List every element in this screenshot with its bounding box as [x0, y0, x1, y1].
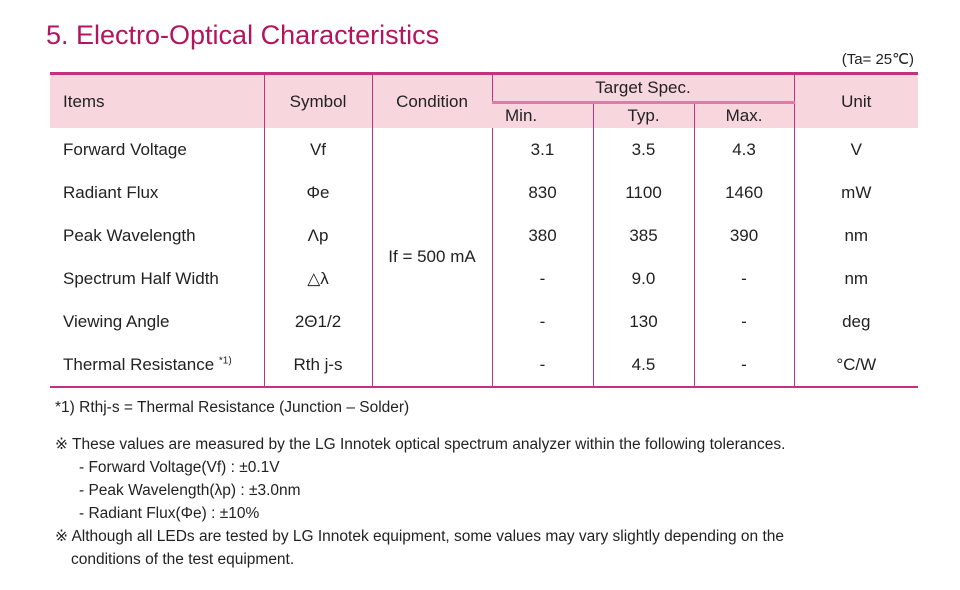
item-name: Viewing Angle: [50, 300, 264, 343]
item-label: Spectrum Half Width: [63, 268, 219, 288]
tolerance-item: - Forward Voltage(Vf) : ±0.1V: [79, 459, 280, 476]
table-row: Thermal Resistance *1) Rth j-s - 4.5 - °C…: [50, 343, 919, 387]
footnote: *1) Rthj-s = Thermal Resistance (Junctio…: [55, 399, 410, 416]
typ-value: 4.5: [592, 343, 694, 387]
max-value: 4.3: [693, 128, 795, 171]
typ-value: 385: [592, 214, 694, 257]
condition: If = 500 mA: [371, 128, 492, 387]
item-label: Forward Voltage: [63, 139, 187, 159]
table-row: Viewing Angle 2Θ1/2 - 130 - deg: [50, 300, 919, 343]
characteristics-table: Items Symbol Condition Target Spec. Unit…: [50, 72, 919, 388]
unit: °C/W: [793, 343, 919, 387]
table-row: Forward Voltage Vf If = 500 mA 3.1 3.5 4.3…: [50, 128, 919, 387]
footnote-ref: *1): [218, 354, 232, 366]
min-value: -: [491, 300, 593, 343]
min-value: -: [491, 343, 593, 387]
min-value: 380: [491, 214, 593, 257]
tolerance-item: - Peak Wavelength(λp) : ±3.0nm: [79, 482, 301, 499]
typ-value: 9.0: [592, 257, 694, 300]
max-value: -: [693, 343, 795, 387]
table-row: Radiant Flux Φe 830 1100 1460 mW: [50, 171, 919, 214]
item-name: Thermal Resistance *1): [50, 343, 264, 387]
symbol: Rth j-s: [263, 343, 372, 387]
item-label: Viewing Angle: [63, 311, 170, 331]
typ-value: 3.5: [592, 128, 694, 171]
table-row: Peak Wavelength Λp 380 385 390 nm: [50, 214, 919, 257]
max-value: 1460: [693, 171, 795, 214]
min-value: -: [491, 257, 593, 300]
unit: V: [793, 128, 919, 171]
header-target-spec: Target Spec.: [491, 73, 795, 103]
header-items: Items: [63, 91, 105, 111]
symbol: Φe: [263, 171, 372, 214]
tolerance-item: - Radiant Flux(Φe) : ±10%: [79, 505, 260, 522]
symbol: 2Θ1/2: [263, 300, 372, 343]
typ-value: 130: [592, 300, 694, 343]
item-name: Forward Voltage: [50, 128, 264, 171]
section-title: 5. Electro-Optical Characteristics: [46, 20, 440, 50]
item-name: Spectrum Half Width: [50, 257, 264, 300]
table-row: Spectrum Half Width △λ - 9.0 - nm: [50, 257, 919, 300]
measure-note: ※ These values are measured by the LG In…: [55, 436, 786, 453]
variance-note: ※ Although all LEDs are tested by LG Inn…: [55, 528, 784, 545]
item-name: Radiant Flux: [50, 171, 264, 214]
item-label: Thermal Resistance: [63, 354, 219, 374]
notes: *1) Rthj-s = Thermal Resistance (Junctio…: [55, 396, 785, 571]
header-typ: Typ.: [592, 101, 694, 128]
unit: nm: [793, 214, 919, 257]
header-max: Max.: [693, 101, 795, 128]
symbol: Λp: [263, 214, 372, 257]
header-condition: Condition: [371, 73, 492, 128]
symbol: Vf: [263, 128, 372, 171]
header-unit: Unit: [793, 73, 919, 128]
max-value: -: [693, 300, 795, 343]
max-value: -: [693, 257, 795, 300]
min-value: 3.1: [491, 128, 593, 171]
symbol: △λ: [263, 257, 372, 300]
variance-note-cont: conditions of the test equipment.: [71, 551, 295, 568]
ambient-temperature: (Ta= 25℃): [841, 51, 914, 68]
unit: mW: [793, 171, 919, 214]
unit: deg: [793, 300, 919, 343]
header-min: Min.: [492, 101, 593, 128]
min-value: 830: [491, 171, 593, 214]
unit: nm: [793, 257, 919, 300]
max-value: 390: [693, 214, 795, 257]
typ-value: 1100: [592, 171, 694, 214]
item-label: Radiant Flux: [63, 182, 159, 202]
item-name: Peak Wavelength: [50, 214, 264, 257]
header-symbol: Symbol: [263, 73, 372, 128]
item-label: Peak Wavelength: [63, 225, 196, 245]
